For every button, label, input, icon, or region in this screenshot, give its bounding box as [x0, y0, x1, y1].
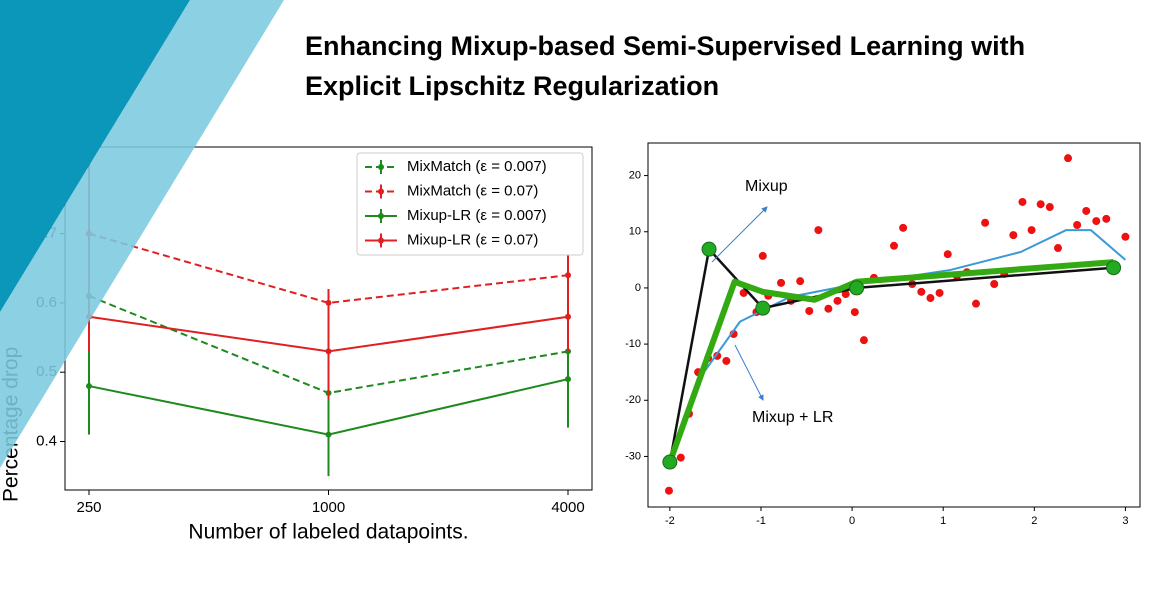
scatter-point	[990, 279, 999, 288]
scatter-point	[1102, 214, 1111, 223]
anchor-point	[755, 300, 771, 316]
data-point	[565, 376, 571, 383]
anchor-point	[662, 454, 678, 470]
x-tick-label: 3	[1122, 515, 1128, 527]
y-tick-label: -20	[625, 394, 641, 406]
legend-swatch	[378, 213, 384, 219]
series-line	[88, 232, 569, 304]
data-point	[565, 272, 571, 279]
slide-title: Explicit Lipschitz Regularization	[305, 71, 719, 101]
scatter-point	[859, 336, 868, 345]
scatter-point	[796, 277, 805, 286]
legend-label: MixMatch (ε = 0.007)	[407, 158, 547, 175]
scatter-point	[1092, 217, 1101, 226]
scatter-point	[1054, 244, 1062, 253]
scatter-point	[1073, 221, 1082, 230]
scatter-point	[899, 223, 908, 232]
x-tick-label: 4000	[551, 499, 584, 516]
scatter-point	[777, 278, 786, 287]
y-tick-label: 10	[629, 226, 641, 238]
x-tick-label: 2	[1031, 515, 1037, 527]
legend-swatch	[378, 164, 384, 170]
scatter-point	[676, 453, 685, 462]
scatter-point	[850, 308, 859, 317]
annotation-arrow	[711, 206, 768, 263]
scatter-point	[833, 296, 842, 305]
scatter-point	[1082, 206, 1091, 215]
legend-swatch	[378, 188, 384, 195]
data-point	[325, 431, 332, 438]
y-tick-label: -30	[625, 450, 641, 462]
legend-label: Mixup-LR (ε = 0.07)	[407, 231, 538, 248]
scatter-point	[824, 304, 833, 313]
x-tick-label: 1	[940, 515, 946, 527]
scatter-point	[935, 288, 944, 297]
x-axis-label: Number of labeled datapoints.	[188, 521, 468, 544]
x-tick-label: -2	[665, 515, 675, 527]
scatter-point	[890, 241, 898, 250]
anchor-point	[701, 241, 717, 257]
legend-label: MixMatch (ε = 0.07)	[407, 182, 538, 199]
scatter-point	[1018, 197, 1027, 206]
data-point	[86, 383, 92, 390]
scatter-point	[722, 356, 731, 365]
scatter-point	[664, 486, 673, 495]
legend-swatch	[378, 237, 384, 244]
data-point	[325, 348, 332, 355]
scatter-point	[972, 299, 980, 308]
model-line	[667, 259, 1114, 464]
x-tick-label: -1	[756, 515, 766, 527]
scatter-point	[1009, 231, 1018, 240]
scatter-point	[758, 251, 767, 260]
scatter-point	[981, 218, 990, 227]
scatter-point	[1121, 232, 1130, 241]
scatter-point	[1027, 226, 1036, 235]
scatter-point	[1045, 203, 1054, 212]
y-tick-label: 20	[629, 169, 641, 181]
anchor-point	[1106, 260, 1122, 276]
scatter-point	[943, 250, 952, 259]
scatter-point	[1036, 200, 1045, 209]
data-point	[565, 313, 571, 320]
decor-light	[0, 0, 284, 468]
scatter-point	[814, 226, 823, 235]
annotation: Mixup	[745, 178, 788, 195]
scatter-point	[1064, 154, 1073, 163]
scatter-point	[926, 294, 935, 303]
y-tick-label: 0.4	[36, 432, 57, 449]
scatter-point	[805, 306, 814, 315]
annotation: Mixup + LR	[752, 409, 833, 426]
legend-box	[356, 152, 584, 256]
scatter-point	[917, 287, 926, 296]
legend-label: Mixup-LR (ε = 0.007)	[407, 207, 547, 224]
annotation-arrow	[734, 344, 764, 401]
anchor-point	[849, 280, 865, 296]
decor-dark	[0, 0, 190, 312]
x-tick-label: 0	[849, 515, 855, 527]
scatter-point	[841, 290, 850, 299]
x-tick-label: 250	[76, 499, 101, 516]
y-tick-label: 0	[635, 282, 641, 294]
y-tick-label: -10	[625, 338, 641, 350]
plot-frame	[647, 142, 1141, 508]
x-tick-label: 1000	[312, 499, 345, 516]
slide-title: Enhancing Mixup-based Semi-Supervised Le…	[305, 31, 1025, 61]
